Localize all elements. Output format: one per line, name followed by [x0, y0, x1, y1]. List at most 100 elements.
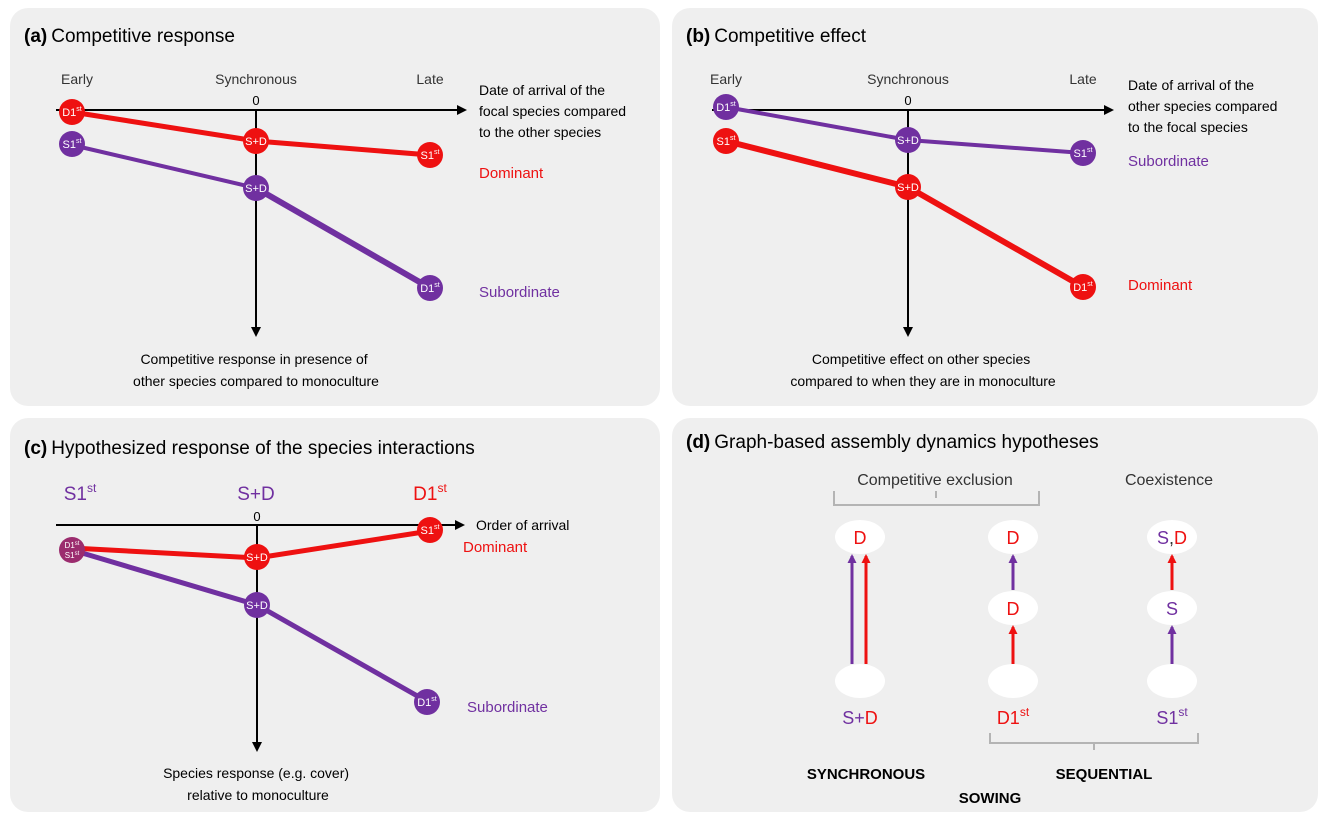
- svg-text:S+D: S+D: [245, 183, 267, 195]
- panel-d-col3-mid-node: [1147, 591, 1197, 625]
- panel-c-node-sd-subordinate: S+D: [244, 592, 270, 618]
- panel-b-synchronous: Synchronous: [867, 71, 949, 87]
- panel-c-node-sd-dominant: S+D: [244, 544, 270, 570]
- panel-b-x-axis-label: Date of arrival of the other species com…: [1128, 77, 1281, 135]
- svg-text:S+D: S+D: [246, 552, 268, 564]
- panel-b-subordinate-label: Subordinate: [1128, 153, 1209, 170]
- panel-d-competitive-exclusion: Competitive exclusion: [857, 472, 1013, 489]
- panel-d-col3-top-node: [1147, 520, 1197, 554]
- panel-d: (d) Graph-based assembly dynamics hypothe…: [672, 418, 1318, 812]
- panel-c: (c) Hypothesized response of the species …: [10, 418, 660, 812]
- panel-b-node-sd-subordinate: S+D: [895, 127, 921, 153]
- panel-d-col2-mid-label: D: [1007, 599, 1020, 619]
- panel-d-col2-mid-node: [988, 591, 1038, 625]
- panel-d-sequential: SEQUENTIAL: [1056, 766, 1153, 783]
- panel-b-letter: (b): [686, 26, 710, 47]
- panel-c-zero: 0: [253, 509, 260, 524]
- panel-c-header-d1st: D1st: [413, 481, 447, 505]
- svg-text:S1st: S1st: [421, 524, 440, 537]
- panel-c-x-axis-label: Order of arrival: [476, 517, 569, 533]
- panel-b-dominant-label: Dominant: [1128, 277, 1193, 294]
- panel-a-heading: (a) Competitive response: [24, 26, 235, 47]
- panel-c-letter: (c): [24, 438, 47, 459]
- panel-d-title: Graph-based assembly dynamics hypotheses: [714, 432, 1098, 453]
- panel-b-background: [672, 8, 1318, 406]
- panel-c-y-axis-label: Species response (e.g. cover) relative t…: [163, 765, 353, 803]
- panel-a-node-d1st: D1st: [59, 99, 85, 125]
- panel-c-header-s1st: S1st: [64, 481, 97, 505]
- panel-d-col1-bottom-node: [835, 664, 885, 698]
- panel-d-col1-top-label: D: [854, 528, 867, 548]
- panel-d-col1-bottom-label: S+D: [842, 708, 878, 728]
- panel-a-subordinate-line: [254, 185, 432, 291]
- panel-d-col2-top-label: D: [1007, 528, 1020, 548]
- panel-a-title: Competitive response: [51, 26, 235, 47]
- panel-d-col3-bottom-label: S1st: [1156, 705, 1188, 728]
- svg-text:D1st: D1st: [65, 541, 80, 550]
- panel-a-node-sd-dominant: S+D: [243, 128, 269, 154]
- panel-c-node-merged: D1st S1st: [59, 537, 85, 563]
- svg-text:S1st: S1st: [421, 149, 440, 162]
- svg-text:S1st: S1st: [1074, 147, 1093, 160]
- panel-d-col2-bottom-node: [988, 664, 1038, 698]
- panel-a-synchronous: Synchronous: [215, 71, 297, 87]
- panel-a-node-sd-subordinate: S+D: [243, 175, 269, 201]
- panel-b-node-s1st-subordinate: S1st: [1070, 140, 1096, 166]
- svg-text:D1st: D1st: [62, 106, 82, 119]
- svg-text:S1st: S1st: [717, 135, 736, 148]
- panel-d-synchronous: SYNCHRONOUS: [807, 766, 925, 783]
- panel-b-late: Late: [1069, 71, 1096, 87]
- svg-text:D1st: D1st: [716, 101, 736, 114]
- panel-b-node-d1st-dominant: D1st: [1070, 274, 1096, 300]
- panel-b-node-s1st-dominant: S1st: [713, 128, 739, 154]
- panel-d-col1: D S+D: [835, 520, 885, 728]
- svg-text:S+D: S+D: [245, 136, 267, 148]
- svg-text:D1st: D1st: [1073, 281, 1093, 294]
- panel-b-y-axis-label: Competitive effect on other species comp…: [790, 351, 1056, 389]
- panel-c-node-s1st-dominant: S1st: [417, 517, 443, 543]
- panel-a-y-axis-label: Competitive response in presence of othe…: [133, 351, 379, 389]
- panel-a-subordinate-line-early: [71, 143, 257, 190]
- panel-a-zero: 0: [252, 93, 259, 108]
- panel-a-letter: (a): [24, 26, 47, 47]
- panel-d-col1-top-node: [835, 520, 885, 554]
- svg-text:S+D: S+D: [246, 600, 268, 612]
- svg-text:S+D: S+D: [897, 135, 919, 147]
- panel-c-title: Hypothesized response of the species int…: [51, 438, 475, 459]
- panel-d-col3-mid-label: S: [1166, 599, 1178, 619]
- panel-a: (a) Competitive response Early Synchronou…: [10, 8, 660, 406]
- svg-text:D1st: D1st: [417, 696, 437, 709]
- panel-d-col3-top-label: S,D: [1157, 528, 1187, 548]
- panel-b-early: Early: [710, 71, 742, 87]
- panel-d-col3: S,D S S1st: [1147, 520, 1197, 728]
- panel-b: (b) Competitive effect Early Synchronous …: [672, 8, 1318, 406]
- svg-text:S1st: S1st: [65, 551, 80, 560]
- panel-d-letter: (d): [686, 432, 710, 453]
- panel-c-node-d1st-subordinate: D1st: [414, 689, 440, 715]
- panel-b-node-sd-dominant: S+D: [895, 174, 921, 200]
- panel-a-background: [10, 8, 660, 406]
- svg-text:D1st: D1st: [420, 282, 440, 295]
- svg-text:S1st: S1st: [63, 138, 82, 151]
- panel-b-zero: 0: [904, 93, 911, 108]
- panel-c-heading: (c) Hypothesized response of the species …: [24, 438, 475, 459]
- panel-d-col2-top-node: [988, 520, 1038, 554]
- panel-b-node-d1st-subordinate: D1st: [713, 94, 739, 120]
- panel-a-x-axis-label: Date of arrival of the focal species com…: [479, 82, 630, 140]
- panel-c-background: [10, 418, 660, 812]
- panel-c-subordinate-label: Subordinate: [467, 699, 548, 716]
- panel-c-dominant-label: Dominant: [463, 539, 528, 556]
- panel-a-subordinate-label: Subordinate: [479, 284, 560, 301]
- panel-d-exclusion-bracket: [833, 491, 1040, 506]
- panel-d-col3-bottom-node: [1147, 664, 1197, 698]
- panel-d-coexistence: Coexistence: [1125, 472, 1213, 489]
- panel-a-dominant-label: Dominant: [479, 165, 544, 182]
- panel-a-node-s1st-dominant: S1st: [417, 142, 443, 168]
- panel-d-col2-bottom-label: D1st: [997, 705, 1030, 728]
- panel-a-node-s1st-subordinate: S1st: [59, 131, 85, 157]
- panel-b-title: Competitive effect: [714, 26, 866, 47]
- panel-a-node-d1st-subordinate: D1st: [417, 275, 443, 301]
- panel-a-early: Early: [61, 71, 93, 87]
- panel-b-heading: (b) Competitive effect: [686, 26, 867, 47]
